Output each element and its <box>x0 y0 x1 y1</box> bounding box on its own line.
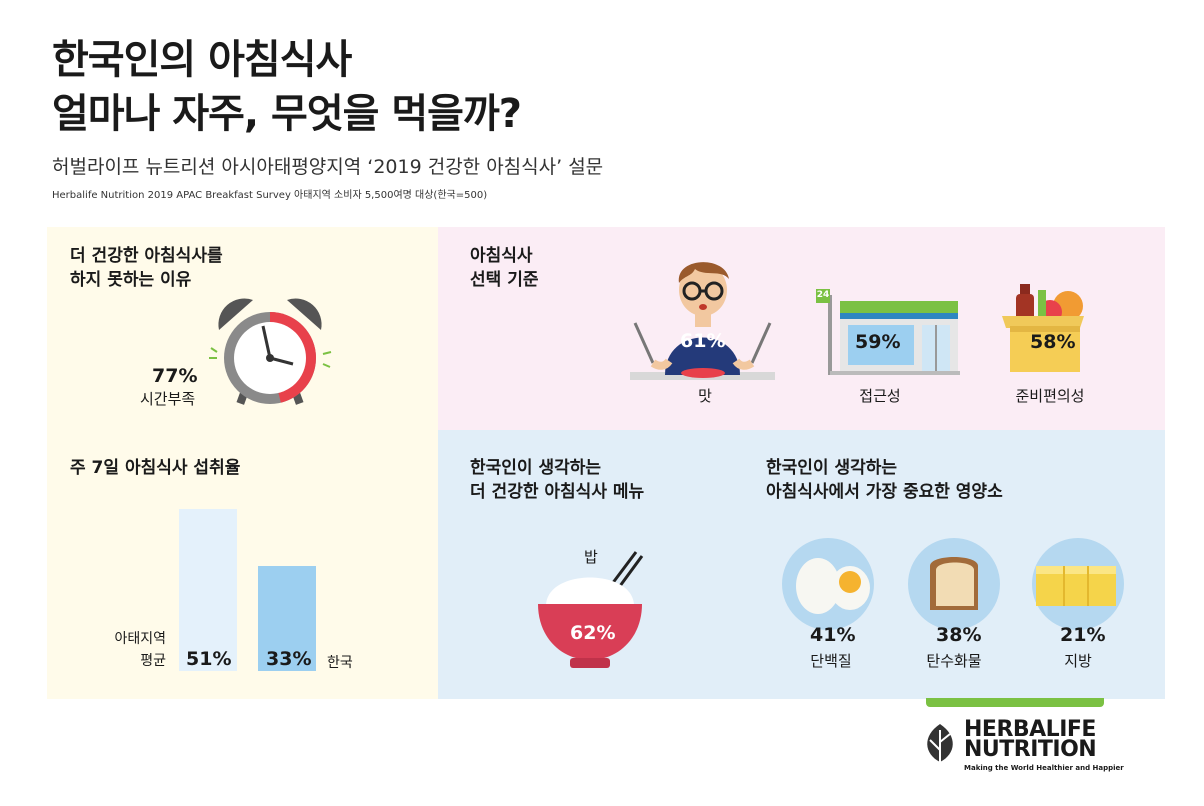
criteria-heading: 아침식사 선택 기준 <box>470 244 538 292</box>
criteria-access-value: 59% <box>855 331 901 353</box>
bread-icon <box>908 538 1000 630</box>
criteria-prep-label: 준비편의성 <box>1015 387 1085 405</box>
brand-line1: HERBALIFE <box>964 717 1096 742</box>
page-title-line2: 얼마나 자주, 무엇을 먹을까? <box>52 91 522 137</box>
nutrient-protein-label: 단백질 <box>810 652 852 670</box>
nutrient-carb-value: 38% <box>936 624 982 646</box>
criteria-access-label: 접근성 <box>859 387 901 405</box>
reason-heading: 더 건강한 아침식사를 하지 못하는 이유 <box>70 244 223 292</box>
apac-label-line1: 아태지역 <box>114 631 166 647</box>
person-eating-icon <box>630 262 775 380</box>
menu-heading-line1: 한국인이 생각하는 <box>470 458 602 478</box>
brand-tagline: Making the World Healthier and Happier <box>964 764 1124 772</box>
menu-heading-line2: 더 건강한 아침식사 메뉴 <box>470 482 645 502</box>
butter-icon <box>1032 538 1124 630</box>
brand-accent-bar <box>926 698 1104 707</box>
page-title-line1: 한국인의 아침식사 <box>52 37 352 83</box>
menu-item-value: 62% <box>570 622 616 644</box>
reason-heading-line2: 하지 못하는 이유 <box>70 270 192 290</box>
korea-label: 한국 <box>327 655 353 671</box>
nutrients-heading: 한국인이 생각하는 아침식사에서 가장 중요한 영양소 <box>766 456 1003 504</box>
menu-heading: 한국인이 생각하는 더 건강한 아침식사 메뉴 <box>470 456 644 504</box>
herbalife-leaf-logo <box>927 724 953 762</box>
apac-value: 51% <box>186 648 232 670</box>
bar-apac <box>179 509 237 671</box>
nutrient-protein-value: 41% <box>810 624 856 646</box>
apac-label: 아태지역 평균 <box>104 628 166 672</box>
korea-value: 33% <box>266 648 312 670</box>
criteria-taste-value: 61% <box>680 330 726 352</box>
menu-item-label: 밥 <box>584 548 598 566</box>
rice-bowl-icon <box>538 551 644 668</box>
reason-label: 시간부족 <box>140 390 196 408</box>
criteria-heading-line2: 선택 기준 <box>470 270 539 290</box>
nutrients-heading-line1: 한국인이 생각하는 <box>766 458 898 478</box>
apac-label-line2: 평균 <box>140 653 166 669</box>
reason-value: 77% <box>152 365 198 387</box>
reason-heading-line1: 더 건강한 아침식사를 <box>70 246 223 266</box>
weekly-heading: 주 7일 아침식사 섭취율 <box>70 458 241 478</box>
nutrient-carb-label: 탄수화물 <box>926 652 982 670</box>
grocery-box-icon <box>1002 284 1084 372</box>
source-note: Herbalife Nutrition 2019 APAC Breakfast … <box>52 190 488 201</box>
alarm-clock-icon <box>209 298 332 405</box>
nutrient-fat-value: 21% <box>1060 624 1106 646</box>
store-sign-number: 24 <box>816 290 830 300</box>
criteria-heading-line1: 아침식사 <box>470 246 533 266</box>
brand-wordmark: HERBALIFE NUTRITION <box>964 717 1097 762</box>
criteria-taste-label: 맛 <box>698 387 712 405</box>
brand-line2: NUTRITION <box>964 737 1097 762</box>
subtitle: 허벌라이프 뉴트리션 아시아태평양지역 ‘2019 건강한 아침식사’ 설문 <box>52 156 604 178</box>
bar-korea <box>258 566 316 671</box>
egg-icon <box>782 538 874 630</box>
nutrient-fat-label: 지방 <box>1064 652 1092 670</box>
convenience-store-icon <box>816 289 960 375</box>
nutrients-heading-line2: 아침식사에서 가장 중요한 영양소 <box>766 482 1003 502</box>
criteria-prep-value: 58% <box>1030 331 1076 353</box>
